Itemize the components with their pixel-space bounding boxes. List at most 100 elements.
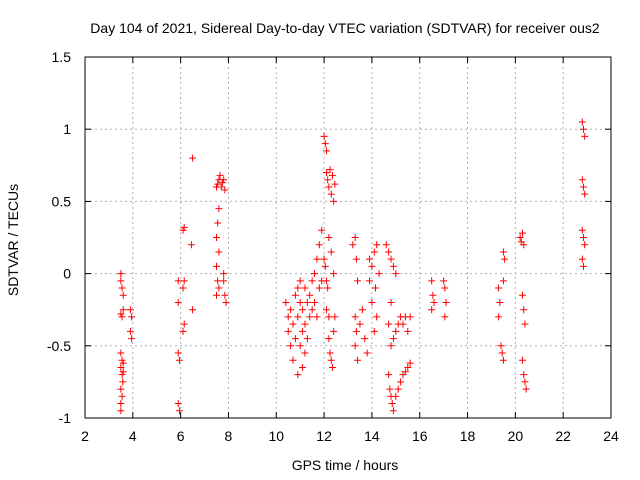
x-tick-label: 4 (129, 428, 137, 444)
data-point (220, 176, 228, 184)
data-point (313, 255, 321, 263)
data-point (375, 270, 383, 278)
data-point (321, 140, 329, 148)
data-point (519, 356, 527, 364)
data-point (320, 132, 328, 140)
data-point (324, 176, 332, 184)
data-point (322, 277, 330, 285)
data-point (118, 392, 126, 400)
data-point (299, 363, 307, 371)
data-point (180, 277, 188, 285)
data-point (119, 291, 127, 299)
data-point (392, 270, 400, 278)
data-point (501, 255, 509, 263)
data-point (351, 342, 359, 350)
data-point (521, 378, 529, 386)
data-point (128, 335, 136, 343)
data-point (387, 255, 395, 263)
data-point (294, 371, 302, 379)
data-point (187, 241, 195, 249)
data-point (301, 320, 309, 328)
data-point (282, 298, 290, 306)
data-point (119, 306, 127, 314)
data-point (221, 291, 229, 299)
data-point (213, 291, 220, 299)
data-point (179, 226, 187, 234)
data-point (368, 262, 376, 270)
data-point (441, 284, 449, 292)
y-tick-label: -0.5 (47, 338, 71, 354)
data-point (308, 306, 316, 314)
data-point (361, 335, 369, 343)
data-point (126, 306, 134, 314)
data-point (326, 349, 334, 357)
data-point (328, 363, 336, 371)
data-point (174, 349, 182, 357)
data-point (299, 306, 307, 314)
data-point (214, 219, 222, 227)
data-point (354, 277, 362, 285)
x-tick-label: 22 (555, 428, 571, 444)
data-point (406, 313, 414, 321)
x-tick-label: 14 (364, 428, 380, 444)
data-point (287, 342, 295, 350)
data-point (352, 327, 360, 335)
data-point (322, 306, 330, 314)
data-point (394, 385, 402, 393)
data-point (221, 186, 229, 194)
data-point (214, 180, 222, 188)
x-tick-label: 16 (412, 428, 428, 444)
x-tick-label: 2 (81, 428, 89, 444)
data-point (327, 248, 335, 256)
data-point (388, 400, 396, 408)
data-point (370, 327, 378, 335)
data-point (118, 371, 126, 379)
data-point (578, 118, 586, 126)
data-point (296, 298, 304, 306)
y-tick-label: 1 (63, 121, 71, 137)
data-point (216, 171, 224, 179)
data-point (392, 392, 400, 400)
data-point (497, 342, 505, 350)
data-point (330, 327, 338, 335)
data-point (428, 306, 436, 314)
data-point (328, 171, 336, 179)
data-point (117, 385, 125, 393)
data-point (351, 313, 359, 321)
data-point (321, 262, 329, 270)
data-point (401, 368, 409, 376)
data-point (366, 255, 374, 263)
x-tick-label: 20 (508, 428, 524, 444)
y-axis-ticks: -1 -0.5 0 0.5 1 1.5 (47, 49, 611, 426)
data-point (368, 298, 376, 306)
data-point (578, 255, 586, 263)
data-point (311, 270, 319, 278)
data-point (318, 226, 326, 234)
data-point (213, 262, 220, 270)
data-point (330, 270, 338, 278)
data-point (499, 356, 507, 364)
data-point (296, 342, 304, 350)
data-point (325, 313, 333, 321)
data-point (580, 234, 588, 241)
data-point (392, 327, 400, 335)
x-axis-ticks: 2 4 6 8 10 12 14 16 18 20 22 24 (81, 57, 619, 444)
data-point (327, 190, 335, 198)
data-point (397, 378, 405, 386)
data-point (306, 313, 314, 321)
data-point (519, 291, 527, 299)
data-point (389, 335, 397, 343)
data-point (521, 320, 529, 328)
data-point (117, 310, 125, 318)
data-point (406, 359, 414, 367)
data-point (174, 277, 182, 285)
data-point (351, 234, 359, 241)
data-point (325, 234, 333, 241)
y-tick-label: 0 (63, 266, 71, 282)
data-point (117, 349, 125, 357)
data-point (352, 255, 360, 263)
data-point (581, 190, 589, 198)
data-point (386, 385, 394, 393)
data-point (117, 270, 125, 278)
data-point (495, 313, 503, 321)
